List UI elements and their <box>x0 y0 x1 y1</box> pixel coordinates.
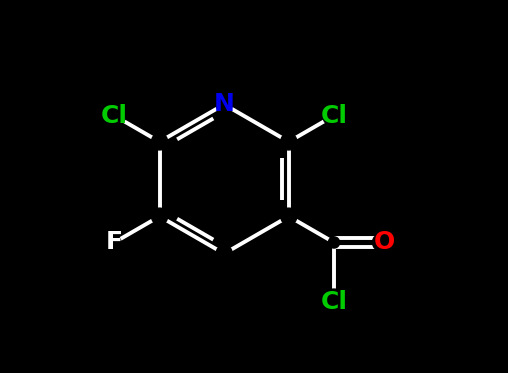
Circle shape <box>280 134 297 150</box>
Text: Cl: Cl <box>321 104 347 128</box>
Circle shape <box>108 236 121 249</box>
Circle shape <box>151 134 168 150</box>
Circle shape <box>216 245 232 262</box>
Circle shape <box>323 104 345 127</box>
Circle shape <box>103 104 125 127</box>
Text: N: N <box>214 93 235 116</box>
Text: Cl: Cl <box>101 104 128 128</box>
Circle shape <box>323 289 345 311</box>
Circle shape <box>328 237 339 248</box>
Circle shape <box>372 234 389 251</box>
Text: O: O <box>374 231 395 254</box>
Circle shape <box>280 208 297 225</box>
Text: F: F <box>106 231 123 254</box>
Circle shape <box>151 208 168 225</box>
Text: Cl: Cl <box>321 290 347 314</box>
Circle shape <box>216 96 232 113</box>
